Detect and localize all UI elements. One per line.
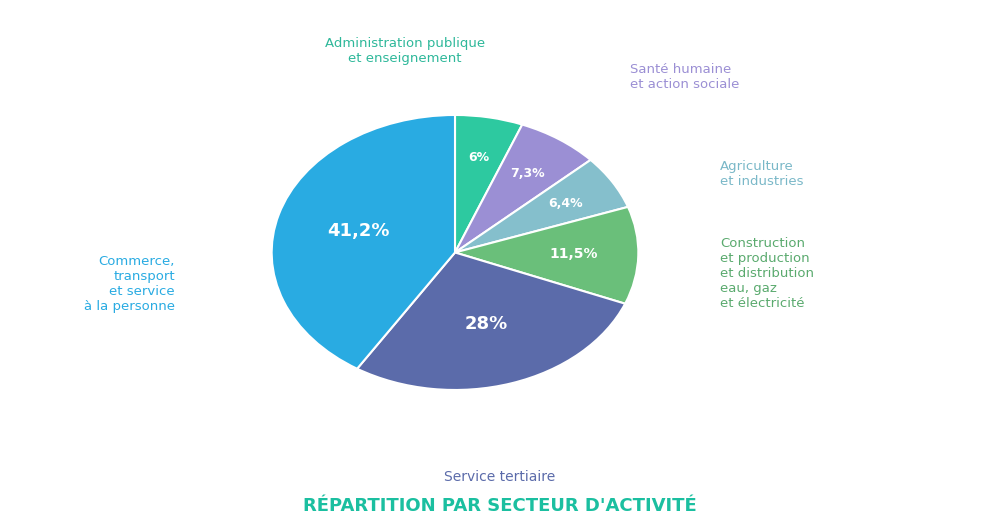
Wedge shape (455, 160, 628, 252)
Wedge shape (455, 207, 638, 304)
Text: 6%: 6% (468, 151, 490, 165)
Text: 6,4%: 6,4% (548, 197, 583, 210)
Text: RÉPARTITION PAR SECTEUR D'ACTIVITÉ: RÉPARTITION PAR SECTEUR D'ACTIVITÉ (303, 498, 697, 515)
Text: 41,2%: 41,2% (327, 222, 389, 240)
Text: Construction
et production
et distribution
eau, gaz
et électricité: Construction et production et distributi… (720, 237, 814, 310)
Text: Service tertiaire: Service tertiaire (444, 470, 556, 484)
Text: Commerce,
transport
et service
à la personne: Commerce, transport et service à la pers… (84, 255, 175, 313)
Text: 7,3%: 7,3% (511, 167, 545, 180)
Wedge shape (357, 252, 625, 390)
Text: Administration publique
et enseignement: Administration publique et enseignement (325, 37, 485, 65)
Wedge shape (455, 115, 522, 252)
Wedge shape (455, 125, 591, 252)
Text: 11,5%: 11,5% (550, 247, 598, 261)
Text: Agriculture
et industries: Agriculture et industries (720, 159, 804, 188)
Wedge shape (272, 115, 455, 369)
Text: 28%: 28% (464, 316, 508, 333)
Text: Santé humaine
et action sociale: Santé humaine et action sociale (630, 63, 739, 91)
